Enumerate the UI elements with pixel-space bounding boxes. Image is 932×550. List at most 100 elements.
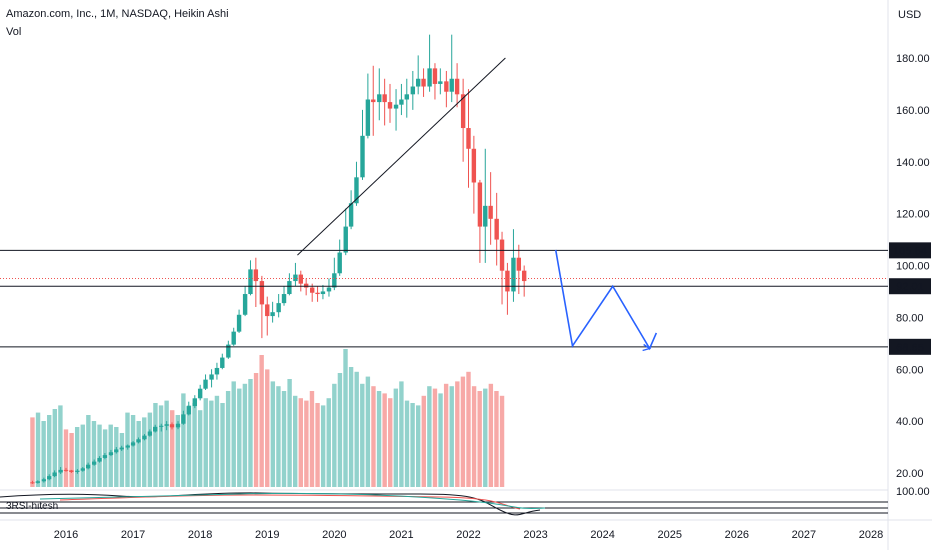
x-tick-label: 2020 xyxy=(322,529,346,541)
candle-body xyxy=(186,406,191,415)
volume-bar xyxy=(332,383,337,487)
candle-body xyxy=(52,472,57,477)
indicator-tick: 100.00 xyxy=(896,486,930,498)
volume-bar xyxy=(97,424,102,487)
candle-body xyxy=(147,431,153,436)
candle-body xyxy=(248,269,253,295)
candle-body xyxy=(393,104,399,109)
x-tick-label: 2024 xyxy=(590,529,614,541)
volume-bar xyxy=(410,403,415,487)
x-tick-label: 2025 xyxy=(658,529,682,541)
currency-label: USD xyxy=(898,9,921,21)
volume-bar xyxy=(130,415,136,487)
candle-body xyxy=(164,424,169,426)
volume-bar xyxy=(209,400,214,487)
volume-bar xyxy=(399,381,404,487)
volume-bar xyxy=(494,391,499,487)
candle-body xyxy=(35,481,41,483)
volume-bar xyxy=(449,386,454,487)
candle-body xyxy=(499,239,505,271)
indicator-line-red xyxy=(59,494,521,510)
candle-body xyxy=(438,81,443,84)
candle-body xyxy=(220,357,225,368)
level-label-bg xyxy=(889,242,931,259)
candle-body xyxy=(69,470,74,472)
volume-bar xyxy=(91,421,97,487)
volume-bar xyxy=(432,388,438,487)
volume-bar xyxy=(315,403,320,487)
volume-bar xyxy=(376,391,382,487)
candle-body xyxy=(483,205,488,227)
volume-bar xyxy=(337,373,343,487)
candle-body xyxy=(91,461,97,465)
volume-bar xyxy=(136,421,141,487)
candle-body xyxy=(343,226,348,253)
volume-bar xyxy=(388,398,393,487)
candle-body xyxy=(410,86,416,95)
volume-bar xyxy=(293,395,298,487)
candle-body xyxy=(309,287,315,293)
volume-bar xyxy=(455,381,460,487)
volume-bar xyxy=(63,429,69,487)
volume-bar xyxy=(438,393,443,487)
candle-body xyxy=(281,294,287,304)
candle-body xyxy=(466,128,471,149)
candle-body xyxy=(114,449,119,453)
candle-body xyxy=(108,452,114,456)
level-label: 105.84 xyxy=(893,245,927,257)
volume-bar xyxy=(147,412,153,487)
volume-bar xyxy=(170,410,175,487)
y-tick-label: 140.00 xyxy=(896,157,930,169)
y-tick-label: 160.00 xyxy=(896,105,930,117)
volume-bar xyxy=(225,391,231,487)
volume-bar xyxy=(404,400,410,487)
volume-bar xyxy=(153,403,158,487)
candle-body xyxy=(209,374,214,380)
volume-bar xyxy=(41,421,46,487)
volume-bar xyxy=(421,395,426,487)
volume-bar xyxy=(348,367,354,487)
indicator-label: 3RSI-hitesh xyxy=(6,501,59,512)
candle-body xyxy=(449,78,454,92)
candle-body xyxy=(298,274,303,284)
volume-bar xyxy=(175,415,181,487)
volume-bar xyxy=(483,388,488,487)
volume-bar xyxy=(488,383,494,487)
candle-body xyxy=(276,303,281,313)
candle-body xyxy=(494,218,499,240)
candle-body xyxy=(521,270,527,282)
candle-body xyxy=(454,78,460,95)
candle-body xyxy=(337,252,342,274)
volume-bar xyxy=(477,391,482,487)
volume-bar xyxy=(58,405,63,487)
volume-bar xyxy=(248,379,253,487)
candle-body xyxy=(97,457,102,462)
candle-body xyxy=(136,439,141,443)
candle-body xyxy=(125,445,130,448)
candle-body xyxy=(332,273,337,288)
candle-body xyxy=(516,257,522,271)
candle-body xyxy=(287,281,292,295)
volume-bar xyxy=(471,386,477,487)
candle-body xyxy=(175,423,181,428)
candle-body xyxy=(203,379,208,389)
candle-body xyxy=(326,287,332,292)
candle-body xyxy=(488,205,493,219)
candle-body xyxy=(354,177,359,204)
volume-bar xyxy=(360,383,365,487)
candle-body xyxy=(236,314,242,332)
volume-bar xyxy=(499,395,505,487)
candle-body xyxy=(85,464,91,469)
level-label-bg xyxy=(889,278,931,295)
volume-bar xyxy=(86,415,91,487)
x-tick-label: 2022 xyxy=(456,529,480,541)
volume-bar xyxy=(47,415,52,487)
candle-body xyxy=(102,455,108,458)
x-tick-label: 2017 xyxy=(121,529,145,541)
volume-bar xyxy=(69,433,74,487)
indicator-line-black xyxy=(0,492,541,516)
candle-body xyxy=(315,292,320,295)
candle-body xyxy=(377,94,382,103)
volume-bar xyxy=(466,371,471,487)
